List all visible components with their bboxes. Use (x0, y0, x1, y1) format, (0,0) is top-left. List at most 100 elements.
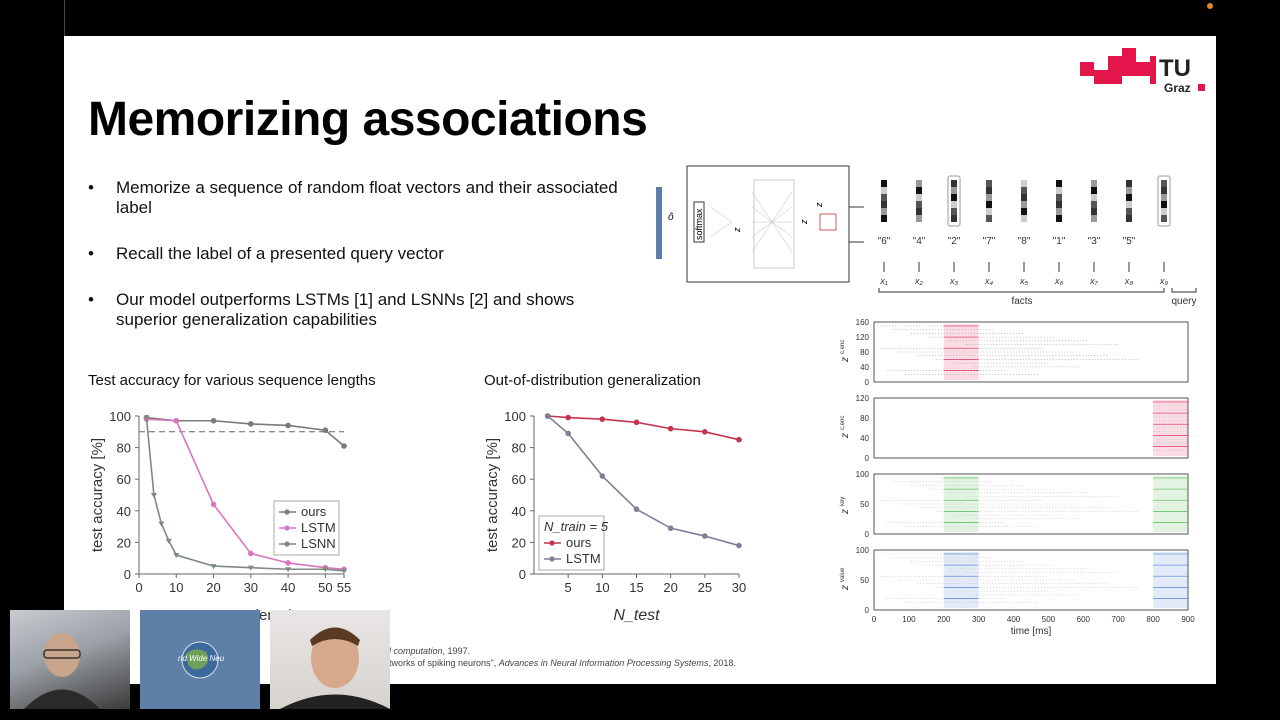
y-tick-label: 40 (512, 504, 526, 519)
y-tick-label: 60 (512, 472, 526, 487)
data-point (285, 560, 291, 566)
svg-text:ô: ô (668, 212, 674, 223)
bullet-list: Memorize a sequence of random float vect… (88, 178, 628, 356)
data-point (322, 567, 329, 573)
data-point (210, 501, 217, 508)
input-vector-cell (1056, 208, 1062, 215)
input-vector-cell (916, 180, 922, 187)
bullet-item: Recall the label of a presented query ve… (88, 244, 628, 264)
legend-marker (284, 509, 290, 515)
input-vector-cell (1091, 215, 1097, 222)
svg-text:z: z (799, 219, 809, 225)
window-edge (64, 0, 65, 36)
input-vector-cell (1126, 187, 1132, 194)
raster-y-tick: 40 (860, 434, 869, 443)
legend-label: ours (566, 535, 592, 550)
input-vector-cell (1161, 208, 1167, 215)
reference-1: al computation, 1997. (384, 646, 471, 656)
data-point (143, 415, 150, 421)
fact-label: "4" (913, 236, 926, 247)
input-vector-cell (881, 194, 887, 201)
fact-label: "8" (1018, 236, 1031, 247)
x-tick-label: 25 (698, 580, 712, 595)
data-point (248, 421, 254, 427)
y-axis-label: test accuracy [%] (89, 438, 106, 552)
raster-x-tick: 300 (972, 615, 986, 624)
raster-y-tick: 80 (860, 348, 869, 357)
raster-y-sup: value (840, 567, 846, 582)
raster-y-tick: 120 (856, 394, 870, 403)
fact-label: "6" (878, 236, 891, 247)
video-tile-participant-3[interactable] (270, 610, 390, 709)
y-tick-label: 0 (519, 567, 526, 582)
raster-highlight (943, 324, 979, 380)
data-point (247, 565, 254, 571)
participant-2-label: rld Wide Neu (178, 654, 225, 663)
series-line-lsnn (145, 417, 345, 572)
data-point (736, 542, 742, 549)
data-point (165, 538, 172, 544)
legend-label: LSTM (301, 520, 336, 535)
x-tick-label: 30 (244, 580, 258, 595)
y-tick-label: 20 (117, 535, 131, 550)
facts-bracket (878, 288, 1165, 293)
raster-x-tick: 100 (902, 615, 916, 624)
raster-x-tick: 200 (937, 615, 951, 624)
data-point (667, 525, 674, 531)
input-label: x₈ (1124, 276, 1134, 286)
input-vector-cell (1091, 180, 1097, 187)
raster-x-tick: 500 (1042, 615, 1056, 624)
bullet-item: Our model outperforms LSTMs [1] and LSNN… (88, 290, 628, 330)
x-tick-label: 40 (281, 580, 295, 595)
raster-x-tick: 900 (1181, 615, 1195, 624)
input-vector-cell (1056, 201, 1062, 208)
fact-label: "7" (983, 236, 996, 247)
input-vector-cell (1021, 180, 1027, 187)
reference-2: etworks of spiking neurons", Advances in… (384, 658, 736, 668)
raster-panel (873, 321, 1189, 383)
raster-x-label: time [ms] (1011, 626, 1052, 637)
fact-label: "3" (1088, 236, 1101, 247)
globe-icon (181, 641, 219, 679)
data-point (150, 493, 157, 498)
input-vector-cell (1056, 180, 1062, 187)
input-label: x₄ (984, 276, 994, 286)
input-vector-cell (916, 194, 922, 201)
input-vector-cell (1021, 201, 1027, 208)
raster-y-tick: 0 (865, 454, 870, 463)
data-point (210, 417, 217, 424)
query-highlight (1157, 175, 1171, 227)
input-vector-cell (916, 215, 922, 222)
input-vector-cell (1056, 215, 1062, 222)
x-tick-label: 5 (565, 580, 572, 595)
data-point (599, 416, 606, 422)
output-bar (656, 187, 662, 259)
y-axis-label: test accuracy [%] (484, 438, 501, 552)
raster-x-tick: 800 (1146, 615, 1160, 624)
video-tile-participant-2[interactable]: rld Wide Neu (140, 610, 260, 709)
legend-title: N_train = 5 (544, 519, 609, 534)
raster-y-label: z (840, 357, 851, 363)
query-label: query (1171, 296, 1196, 307)
input-vector-cell (1021, 194, 1027, 201)
input-vector-cell (951, 201, 957, 208)
data-point (210, 564, 217, 570)
svg-text:Graz: Graz (1164, 81, 1191, 95)
input-vector-cell (986, 180, 992, 187)
series-line-ours (547, 415, 740, 441)
data-point (285, 422, 291, 429)
raster-y-tick: 100 (856, 546, 870, 555)
architecture-diagram: ô softmax z z z (656, 165, 864, 283)
video-tile-participant-1[interactable] (10, 610, 130, 709)
input-vector-cell (916, 208, 922, 215)
person-silhouette-icon (24, 633, 100, 709)
x-tick-label: 20 (206, 580, 220, 595)
data-point (599, 473, 606, 479)
input-vector-cell (1126, 208, 1132, 215)
raster-y-tick: 80 (860, 414, 869, 423)
data-point (173, 553, 180, 559)
data-point (702, 533, 708, 539)
input-vector-cell (951, 180, 957, 187)
raster-y-label: z (840, 433, 851, 439)
input-vector-cell (986, 208, 992, 215)
